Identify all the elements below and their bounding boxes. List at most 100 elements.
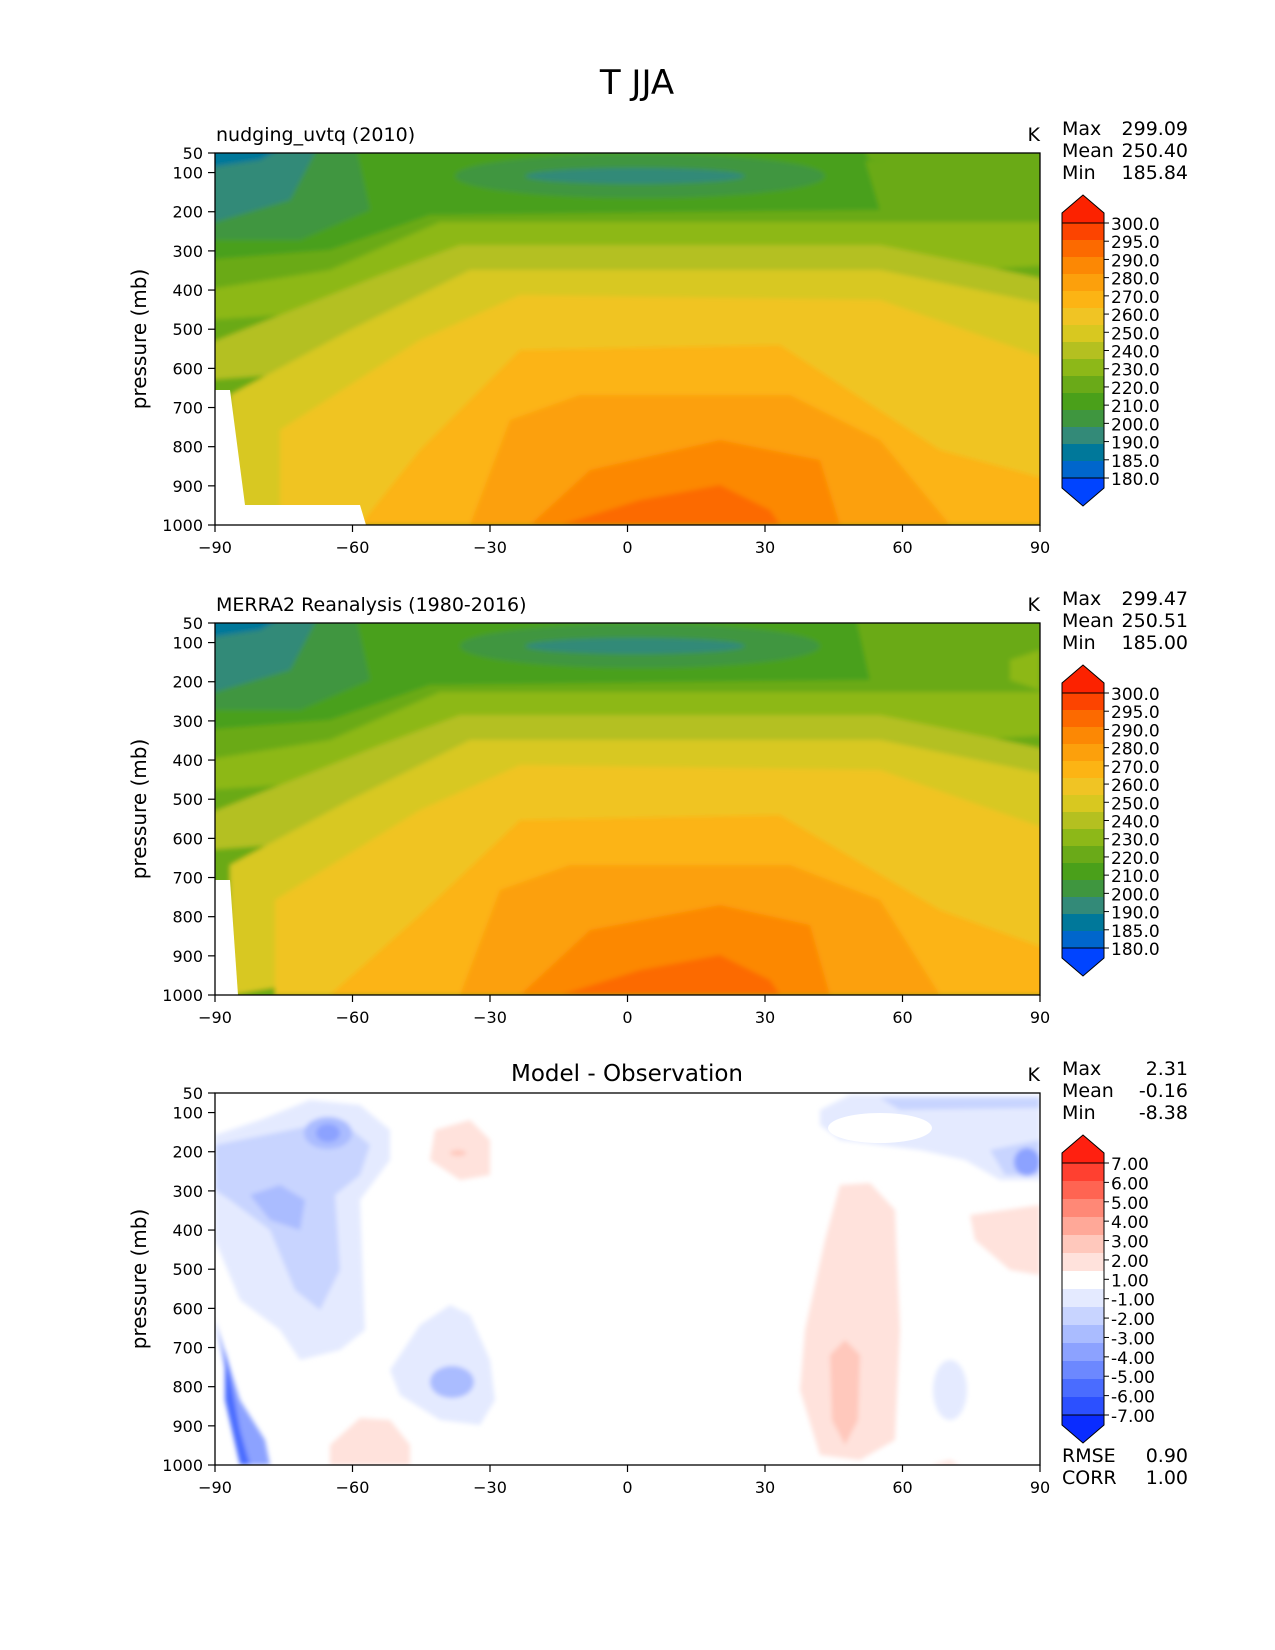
colorbar-label: -3.00 xyxy=(1111,1329,1155,1349)
y-tick-label-model: 100 xyxy=(172,164,203,183)
stat-max-model: 299.09 xyxy=(1122,118,1188,140)
colorbar-label: -5.00 xyxy=(1111,1368,1155,1388)
colorbar-swatch xyxy=(1062,693,1104,711)
y-tick-label-difference: 800 xyxy=(172,1378,203,1397)
colorbar-label: 6.00 xyxy=(1111,1174,1149,1194)
x-tick-label-difference: −60 xyxy=(336,1478,370,1497)
x-tick-label-observation: 30 xyxy=(755,1008,775,1027)
x-tick-label-observation: −90 xyxy=(198,1008,232,1027)
colorbar-label: 300.0 xyxy=(1111,685,1160,705)
panel-title-difference: Model - Observation xyxy=(511,1061,743,1087)
colorbar-swatch xyxy=(1062,1343,1104,1362)
stat-min-model: 185.84 xyxy=(1122,162,1188,184)
colorbar-difference: 7.006.005.004.003.002.001.00-1.00-2.00-3… xyxy=(1061,1134,1155,1444)
colorbar-swatch xyxy=(1062,359,1104,377)
colorbar-swatch xyxy=(1062,880,1104,898)
colorbar-label: 200.0 xyxy=(1111,415,1160,435)
colorbar-label: 220.0 xyxy=(1111,379,1160,399)
y-tick-label-model: 200 xyxy=(172,203,203,222)
y-tick-label-observation: 900 xyxy=(172,947,203,966)
panel-model: nudging_uvtq (2010) K Max 299.09 Mean 25… xyxy=(127,118,1188,557)
colorbar-label: 300.0 xyxy=(1111,215,1160,235)
colorbar-label: -1.00 xyxy=(1111,1291,1155,1311)
contour-field-difference xyxy=(215,1093,1040,1465)
colorbar-swatch xyxy=(1062,1163,1104,1182)
colorbar-swatch xyxy=(1062,1253,1104,1272)
colorbar-label: 5.00 xyxy=(1111,1194,1149,1214)
colorbar-swatch xyxy=(1062,727,1104,745)
colorbar-swatch xyxy=(1062,1379,1104,1398)
colorbar-swatch xyxy=(1062,710,1104,728)
x-tick-label-observation: −30 xyxy=(473,1008,507,1027)
colorbar-swatch xyxy=(1062,427,1104,445)
x-tick-label-observation: 90 xyxy=(1030,1008,1050,1027)
colorbar-swatch xyxy=(1062,257,1104,275)
colorbar-swatch xyxy=(1062,863,1104,881)
x-tick-label-model: 0 xyxy=(622,538,632,557)
colorbar-swatch xyxy=(1062,1307,1104,1326)
stat-max-label-difference: Max xyxy=(1062,1058,1101,1080)
y-tick-label-observation: 1000 xyxy=(162,986,203,1005)
colorbar-label: 210.0 xyxy=(1111,867,1160,887)
x-tick-label-difference: 0 xyxy=(622,1478,632,1497)
colorbar-swatch xyxy=(1062,325,1104,343)
contour-field-model xyxy=(215,153,1040,525)
corr-label: CORR xyxy=(1062,1467,1117,1489)
stat-min-label-observation: Min xyxy=(1062,632,1096,654)
y-tick-label-difference: 100 xyxy=(172,1104,203,1123)
colorbar-label: 260.0 xyxy=(1111,306,1160,326)
colorbar-label: 180.0 xyxy=(1111,470,1160,490)
x-tick-label-observation: 60 xyxy=(892,1008,912,1027)
panel-title-observation: MERRA2 Reanalysis (1980-2016) xyxy=(216,594,527,616)
colorbar-label: 280.0 xyxy=(1111,270,1160,290)
y-tick-label-model: 800 xyxy=(172,438,203,457)
x-axis-observation: −90 −60 −30 0 30 60 90 xyxy=(198,995,1050,1027)
stat-mean-observation: 250.51 xyxy=(1122,610,1188,632)
ylabel-observation: pressure (mb) xyxy=(127,739,151,880)
x-tick-label-model: 30 xyxy=(755,538,775,557)
colorbar-swatch xyxy=(1062,931,1104,949)
colorbar-label: 290.0 xyxy=(1111,721,1160,741)
colorbar-label: 200.0 xyxy=(1111,885,1160,905)
colorbar-model: 300.0295.0290.0280.0270.0260.0250.0240.0… xyxy=(1061,194,1160,507)
colorbar-swatch xyxy=(1062,846,1104,864)
x-tick-label-difference: 60 xyxy=(892,1478,912,1497)
colorbar-swatch xyxy=(1062,240,1104,258)
colorbar-observation: 300.0295.0290.0280.0270.0260.0250.0240.0… xyxy=(1061,664,1160,977)
y-tick-label-model: 300 xyxy=(172,242,203,261)
colorbar-label: 210.0 xyxy=(1111,397,1160,417)
colorbar-swatch xyxy=(1062,778,1104,796)
colorbar-swatch xyxy=(1062,274,1104,292)
y-tick-label-observation: 300 xyxy=(172,712,203,731)
colorbar-label: 7.00 xyxy=(1111,1155,1149,1175)
y-tick-label-model: 50 xyxy=(183,144,203,163)
units-model: K xyxy=(1028,124,1041,146)
x-tick-label-model: −30 xyxy=(473,538,507,557)
colorbar-extend-min xyxy=(1061,477,1105,507)
colorbar-swatch xyxy=(1062,444,1104,462)
contour-field-observation xyxy=(215,623,1040,995)
colorbar-label: 250.0 xyxy=(1111,794,1160,814)
colorbar-label: -4.00 xyxy=(1111,1349,1155,1369)
colorbar-swatch xyxy=(1062,1181,1104,1200)
figure-title: T JJA xyxy=(599,63,674,103)
x-axis-difference: −90 −60 −30 0 30 60 90 xyxy=(198,1465,1050,1497)
y-tick-label-observation: 800 xyxy=(172,908,203,927)
y-tick-label-observation: 100 xyxy=(172,634,203,653)
colorbar-label: 1.00 xyxy=(1111,1271,1149,1291)
colorbar-label: 220.0 xyxy=(1111,849,1160,869)
stat-max-label-observation: Max xyxy=(1062,588,1101,610)
colorbar-label: 4.00 xyxy=(1111,1213,1149,1233)
y-tick-label-difference: 200 xyxy=(172,1143,203,1162)
colorbar-swatch xyxy=(1062,829,1104,847)
y-tick-label-difference: 600 xyxy=(172,1299,203,1318)
x-tick-label-model: 90 xyxy=(1030,538,1050,557)
colorbar-label: 185.0 xyxy=(1111,922,1160,942)
colorbar-label: 190.0 xyxy=(1111,904,1160,924)
colorbar-swatch xyxy=(1062,1361,1104,1380)
colorbar-swatch xyxy=(1062,1397,1104,1416)
x-tick-label-difference: −90 xyxy=(198,1478,232,1497)
x-tick-label-model: 60 xyxy=(892,538,912,557)
